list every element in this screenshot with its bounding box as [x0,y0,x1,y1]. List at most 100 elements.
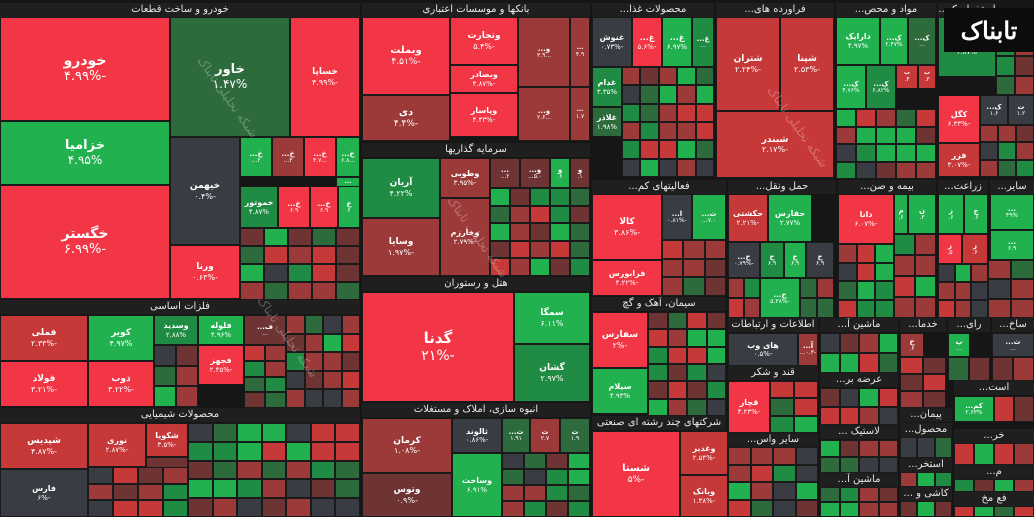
stock-tile-small[interactable] [510,240,530,259]
stock-tile-small[interactable] [622,67,641,86]
stock-tile-small[interactable] [264,264,288,282]
stock-tile-small[interactable] [288,228,312,246]
stock-tile[interactable]: ک... ۶.۸۲% [866,65,896,109]
stock-tile-small[interactable] [237,423,262,442]
stock-tile-small[interactable] [510,188,530,206]
stock-tile-small[interactable] [530,205,550,224]
stock-tile-small[interactable] [875,262,894,281]
stock-tile[interactable]: خ... ...۴.۷ [304,137,336,177]
stock-tile-small[interactable] [188,441,213,461]
stock-tile-small[interactable] [704,258,726,278]
stock-tile-small[interactable] [163,500,188,517]
stock-tile-small[interactable] [795,482,818,500]
stock-tile[interactable]: کگل -۶.۳۳% [938,95,980,143]
stock-tile[interactable]: وسدید ۲.۸۸% [154,315,198,345]
stock-tile-small[interactable] [859,440,879,457]
stock-tile-small[interactable] [856,299,876,318]
stock-tile-small[interactable] [648,312,668,330]
stock-tile-small[interactable] [859,456,879,473]
stock-tile-small[interactable] [980,142,998,160]
stock-tile-small[interactable] [240,264,264,282]
stock-tile-small[interactable] [980,159,998,177]
stock-tile-small[interactable] [524,501,546,517]
stock-tile[interactable]: فزر -۳.۰۷% [938,143,980,177]
stock-tile-small[interactable] [88,467,113,484]
stock-tile-small[interactable] [677,103,696,122]
stock-tile[interactable]: آ... -۰.۳... [798,333,818,366]
stock-tile-small[interactable] [304,389,323,408]
stock-tile-small[interactable] [695,67,714,86]
stock-tile-small[interactable] [138,483,163,501]
stock-tile-small[interactable] [900,391,923,408]
stock-tile[interactable]: غدام ۳.۳۵% [592,67,622,107]
stock-tile-small[interactable] [683,240,705,259]
stock-tile[interactable]: خاور ۱.۴۷% [170,17,290,137]
stock-tile-small[interactable] [138,467,163,484]
stock-tile-small[interactable] [176,386,198,407]
stock-tile-small[interactable] [980,125,998,143]
stock-tile-small[interactable] [312,246,336,264]
stock-tile-small[interactable] [859,333,879,353]
stock-tile-small[interactable] [667,346,687,364]
stock-tile-small[interactable] [994,396,1014,422]
stock-tile-small[interactable] [859,353,879,373]
stock-tile-small[interactable] [859,388,879,407]
stock-tile[interactable]: شبندر -۲.۱۷% [716,111,834,178]
stock-tile-small[interactable] [310,460,336,480]
stock-tile-small[interactable] [773,499,796,517]
stock-tile-small[interactable] [658,103,678,122]
stock-tile-small[interactable] [265,360,286,377]
stock-tile-small[interactable] [773,464,796,482]
stock-tile-small[interactable] [856,262,876,281]
stock-tile-small[interactable] [212,423,238,442]
stock-tile[interactable]: وتجارت -۵.۴% [450,17,518,65]
stock-tile-small[interactable] [894,297,915,318]
stock-tile-small[interactable] [934,472,952,487]
stock-tile-small[interactable] [335,479,360,499]
stock-tile-small[interactable] [934,501,952,517]
stock-tile-small[interactable] [1016,159,1034,177]
stock-tile-small[interactable] [490,240,510,259]
stock-tile-small[interactable] [312,264,336,282]
stock-tile-small[interactable] [859,406,879,425]
stock-tile-small[interactable] [838,244,857,263]
stock-tile-small[interactable] [113,467,138,484]
stock-tile-small[interactable] [1011,260,1034,280]
stock-tile-small[interactable] [188,498,213,517]
stock-tile-small[interactable] [878,333,898,353]
stock-tile-small[interactable] [770,415,794,433]
stock-tile-small[interactable] [876,144,896,162]
stock-tile-small[interactable] [648,398,668,416]
stock-tile-small[interactable] [286,333,305,353]
stock-tile-small[interactable] [728,482,751,500]
stock-tile-small[interactable] [335,441,360,461]
stock-tile-small[interactable] [917,501,935,517]
stock-tile-small[interactable] [622,140,641,159]
stock-tile-small[interactable] [113,483,138,501]
stock-tile-small[interactable] [502,453,524,469]
stock-tile-small[interactable] [667,364,687,382]
stock-tile[interactable]: ... ۶.۹ [990,230,1034,260]
stock-tile-small[interactable] [795,447,818,465]
stock-tile[interactable]: ثالوند -۰.۸۶% [452,418,502,453]
stock-tile[interactable]: وسایا -۱.۹۷% [362,218,440,276]
stock-tile-small[interactable] [839,487,859,502]
stock-tile-small[interactable] [667,312,687,330]
stock-tile-small[interactable] [677,140,696,159]
stock-tile[interactable]: ف...... [244,315,286,345]
stock-tile-small[interactable] [237,498,262,517]
stock-tile-small[interactable] [524,469,546,485]
stock-tile[interactable]: ح... -۰.۷۹% [728,242,760,278]
stock-tile-small[interactable] [286,479,311,499]
stock-tile-small[interactable] [795,464,818,482]
stock-tile[interactable]: و ۶. [550,158,570,188]
stock-tile-small[interactable] [640,122,659,141]
stock-tile-small[interactable] [622,158,641,177]
stock-tile-small[interactable] [974,443,994,465]
stock-tile[interactable]: فولاد -۳.۲۱% [0,361,88,407]
stock-tile-small[interactable] [706,346,726,364]
stock-tile[interactable]: گشان ۲.۹۷% [514,344,590,402]
stock-tile-small[interactable] [510,205,530,224]
stock-tile-small[interactable] [820,406,840,425]
stock-tile-small[interactable] [490,258,510,276]
